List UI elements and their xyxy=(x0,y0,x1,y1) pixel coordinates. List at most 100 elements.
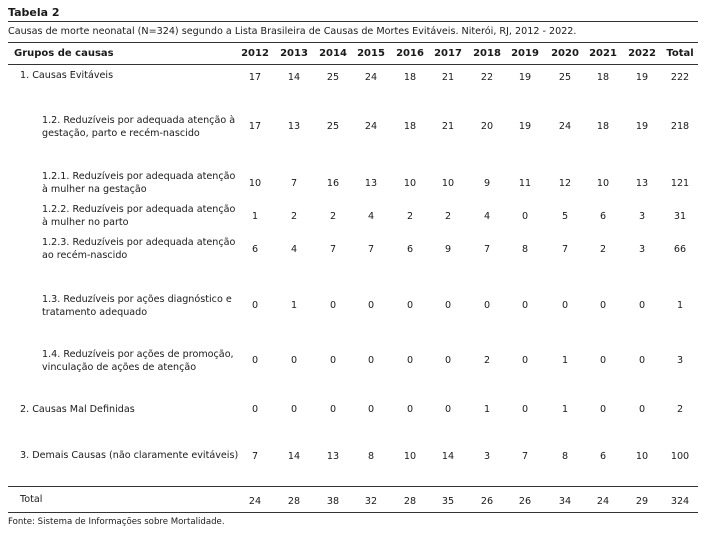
table-cell: 0 xyxy=(638,355,646,366)
table-cell: 17 xyxy=(248,121,262,132)
bottom-rule xyxy=(8,512,698,513)
row-label: 1.2.3. Reduzíveis por adequada atenção xyxy=(42,237,236,248)
table-cell: 6 xyxy=(251,244,259,255)
table-cell: 2 xyxy=(329,211,337,222)
table-source: Fonte: Sistema de Informações sobre Mort… xyxy=(8,517,225,527)
table-cell: 10 xyxy=(596,178,610,189)
row-label: à mulher na gestação xyxy=(42,184,147,195)
table-cell: 24 xyxy=(596,496,610,507)
table-cell: 0 xyxy=(638,300,646,311)
row-total-cell: 3 xyxy=(676,355,684,366)
row-label: 1.3. Reduzíveis por ações diagnóstico e xyxy=(42,294,232,305)
row-label: tratamento adequado xyxy=(42,307,148,318)
table-cell: 2 xyxy=(290,211,298,222)
table-cell: 6 xyxy=(599,211,607,222)
header-year: 2022 xyxy=(628,48,656,59)
table-cell: 10 xyxy=(403,451,417,462)
row-label: à mulher no parto xyxy=(42,217,129,228)
table-cell: 10 xyxy=(635,451,649,462)
table-cell: 24 xyxy=(364,72,378,83)
table-cell: 0 xyxy=(290,404,298,415)
table-cell: 38 xyxy=(326,496,340,507)
table-cell: 8 xyxy=(367,451,375,462)
table-cell: 25 xyxy=(326,72,340,83)
table-cell: 0 xyxy=(329,404,337,415)
header-year: 2019 xyxy=(511,48,539,59)
table-cell: 0 xyxy=(521,300,529,311)
table-cell: 5 xyxy=(561,211,569,222)
table-cell: 18 xyxy=(596,121,610,132)
header-year: 2018 xyxy=(473,48,501,59)
table-cell: 0 xyxy=(367,300,375,311)
header-year: 2014 xyxy=(319,48,347,59)
table-cell: 0 xyxy=(483,300,491,311)
table-cell: 28 xyxy=(403,496,417,507)
table-cell: 9 xyxy=(483,178,491,189)
row-label: ao recém-nascido xyxy=(42,250,128,261)
table-cell: 0 xyxy=(251,355,259,366)
table-cell: 13 xyxy=(287,121,301,132)
row-total-cell: 121 xyxy=(670,178,690,189)
table-cell: 0 xyxy=(599,300,607,311)
row-total-cell: 66 xyxy=(673,244,687,255)
table-cell: 0 xyxy=(638,404,646,415)
table-cell: 18 xyxy=(596,72,610,83)
table-cell: 7 xyxy=(483,244,491,255)
table-cell: 7 xyxy=(329,244,337,255)
table-cell: 16 xyxy=(326,178,340,189)
table-cell: 4 xyxy=(290,244,298,255)
header-bottom-rule xyxy=(8,64,698,65)
table-cell: 4 xyxy=(367,211,375,222)
table-cell: 3 xyxy=(638,211,646,222)
row-total-cell: 2 xyxy=(676,404,684,415)
total-top-rule xyxy=(8,486,698,487)
table-cell: 25 xyxy=(558,72,572,83)
table-cell: 0 xyxy=(251,300,259,311)
table-label: Tabela 2 xyxy=(8,6,60,19)
table-cell: 0 xyxy=(599,355,607,366)
row-label: Total xyxy=(20,494,43,505)
table-cell: 22 xyxy=(480,72,494,83)
table-cell: 24 xyxy=(248,496,262,507)
table-cell: 19 xyxy=(635,72,649,83)
table-cell: 7 xyxy=(251,451,259,462)
table-cell: 0 xyxy=(406,355,414,366)
header-year: 2016 xyxy=(396,48,424,59)
table-cell: 24 xyxy=(364,121,378,132)
table-cell: 9 xyxy=(444,244,452,255)
table-cell: 0 xyxy=(251,404,259,415)
table-cell: 0 xyxy=(561,300,569,311)
table-cell: 10 xyxy=(403,178,417,189)
table-cell: 21 xyxy=(441,121,455,132)
table-cell: 1 xyxy=(561,355,569,366)
table-cell: 1 xyxy=(290,300,298,311)
table-cell: 1 xyxy=(251,211,259,222)
row-label: 1.2.1. Reduzíveis por adequada atenção xyxy=(42,171,236,182)
table-cell: 34 xyxy=(558,496,572,507)
row-total-cell: 222 xyxy=(670,72,690,83)
table-cell: 14 xyxy=(287,451,301,462)
table-cell: 35 xyxy=(441,496,455,507)
header-year: 2013 xyxy=(280,48,308,59)
header-year: 2020 xyxy=(551,48,579,59)
table-cell: 7 xyxy=(561,244,569,255)
table-cell: 0 xyxy=(367,355,375,366)
header-year: 2012 xyxy=(241,48,269,59)
header-top-rule xyxy=(8,42,698,43)
table-cell: 3 xyxy=(638,244,646,255)
table-cell: 26 xyxy=(518,496,532,507)
table-cell: 2 xyxy=(444,211,452,222)
table-cell: 32 xyxy=(364,496,378,507)
row-label: gestação, parto e recém-nascido xyxy=(42,128,200,139)
table-cell: 3 xyxy=(483,451,491,462)
table-subtitle: Causas de morte neonatal (N=324) segundo… xyxy=(8,26,577,37)
table-cell: 19 xyxy=(518,121,532,132)
table-cell: 0 xyxy=(521,211,529,222)
row-label: 2. Causas Mal Definidas xyxy=(20,404,135,415)
table-cell: 18 xyxy=(403,121,417,132)
table-cell: 24 xyxy=(558,121,572,132)
table-cell: 7 xyxy=(367,244,375,255)
row-label: 1. Causas Evitáveis xyxy=(20,70,114,81)
table-cell: 0 xyxy=(329,355,337,366)
table-cell: 12 xyxy=(558,178,572,189)
